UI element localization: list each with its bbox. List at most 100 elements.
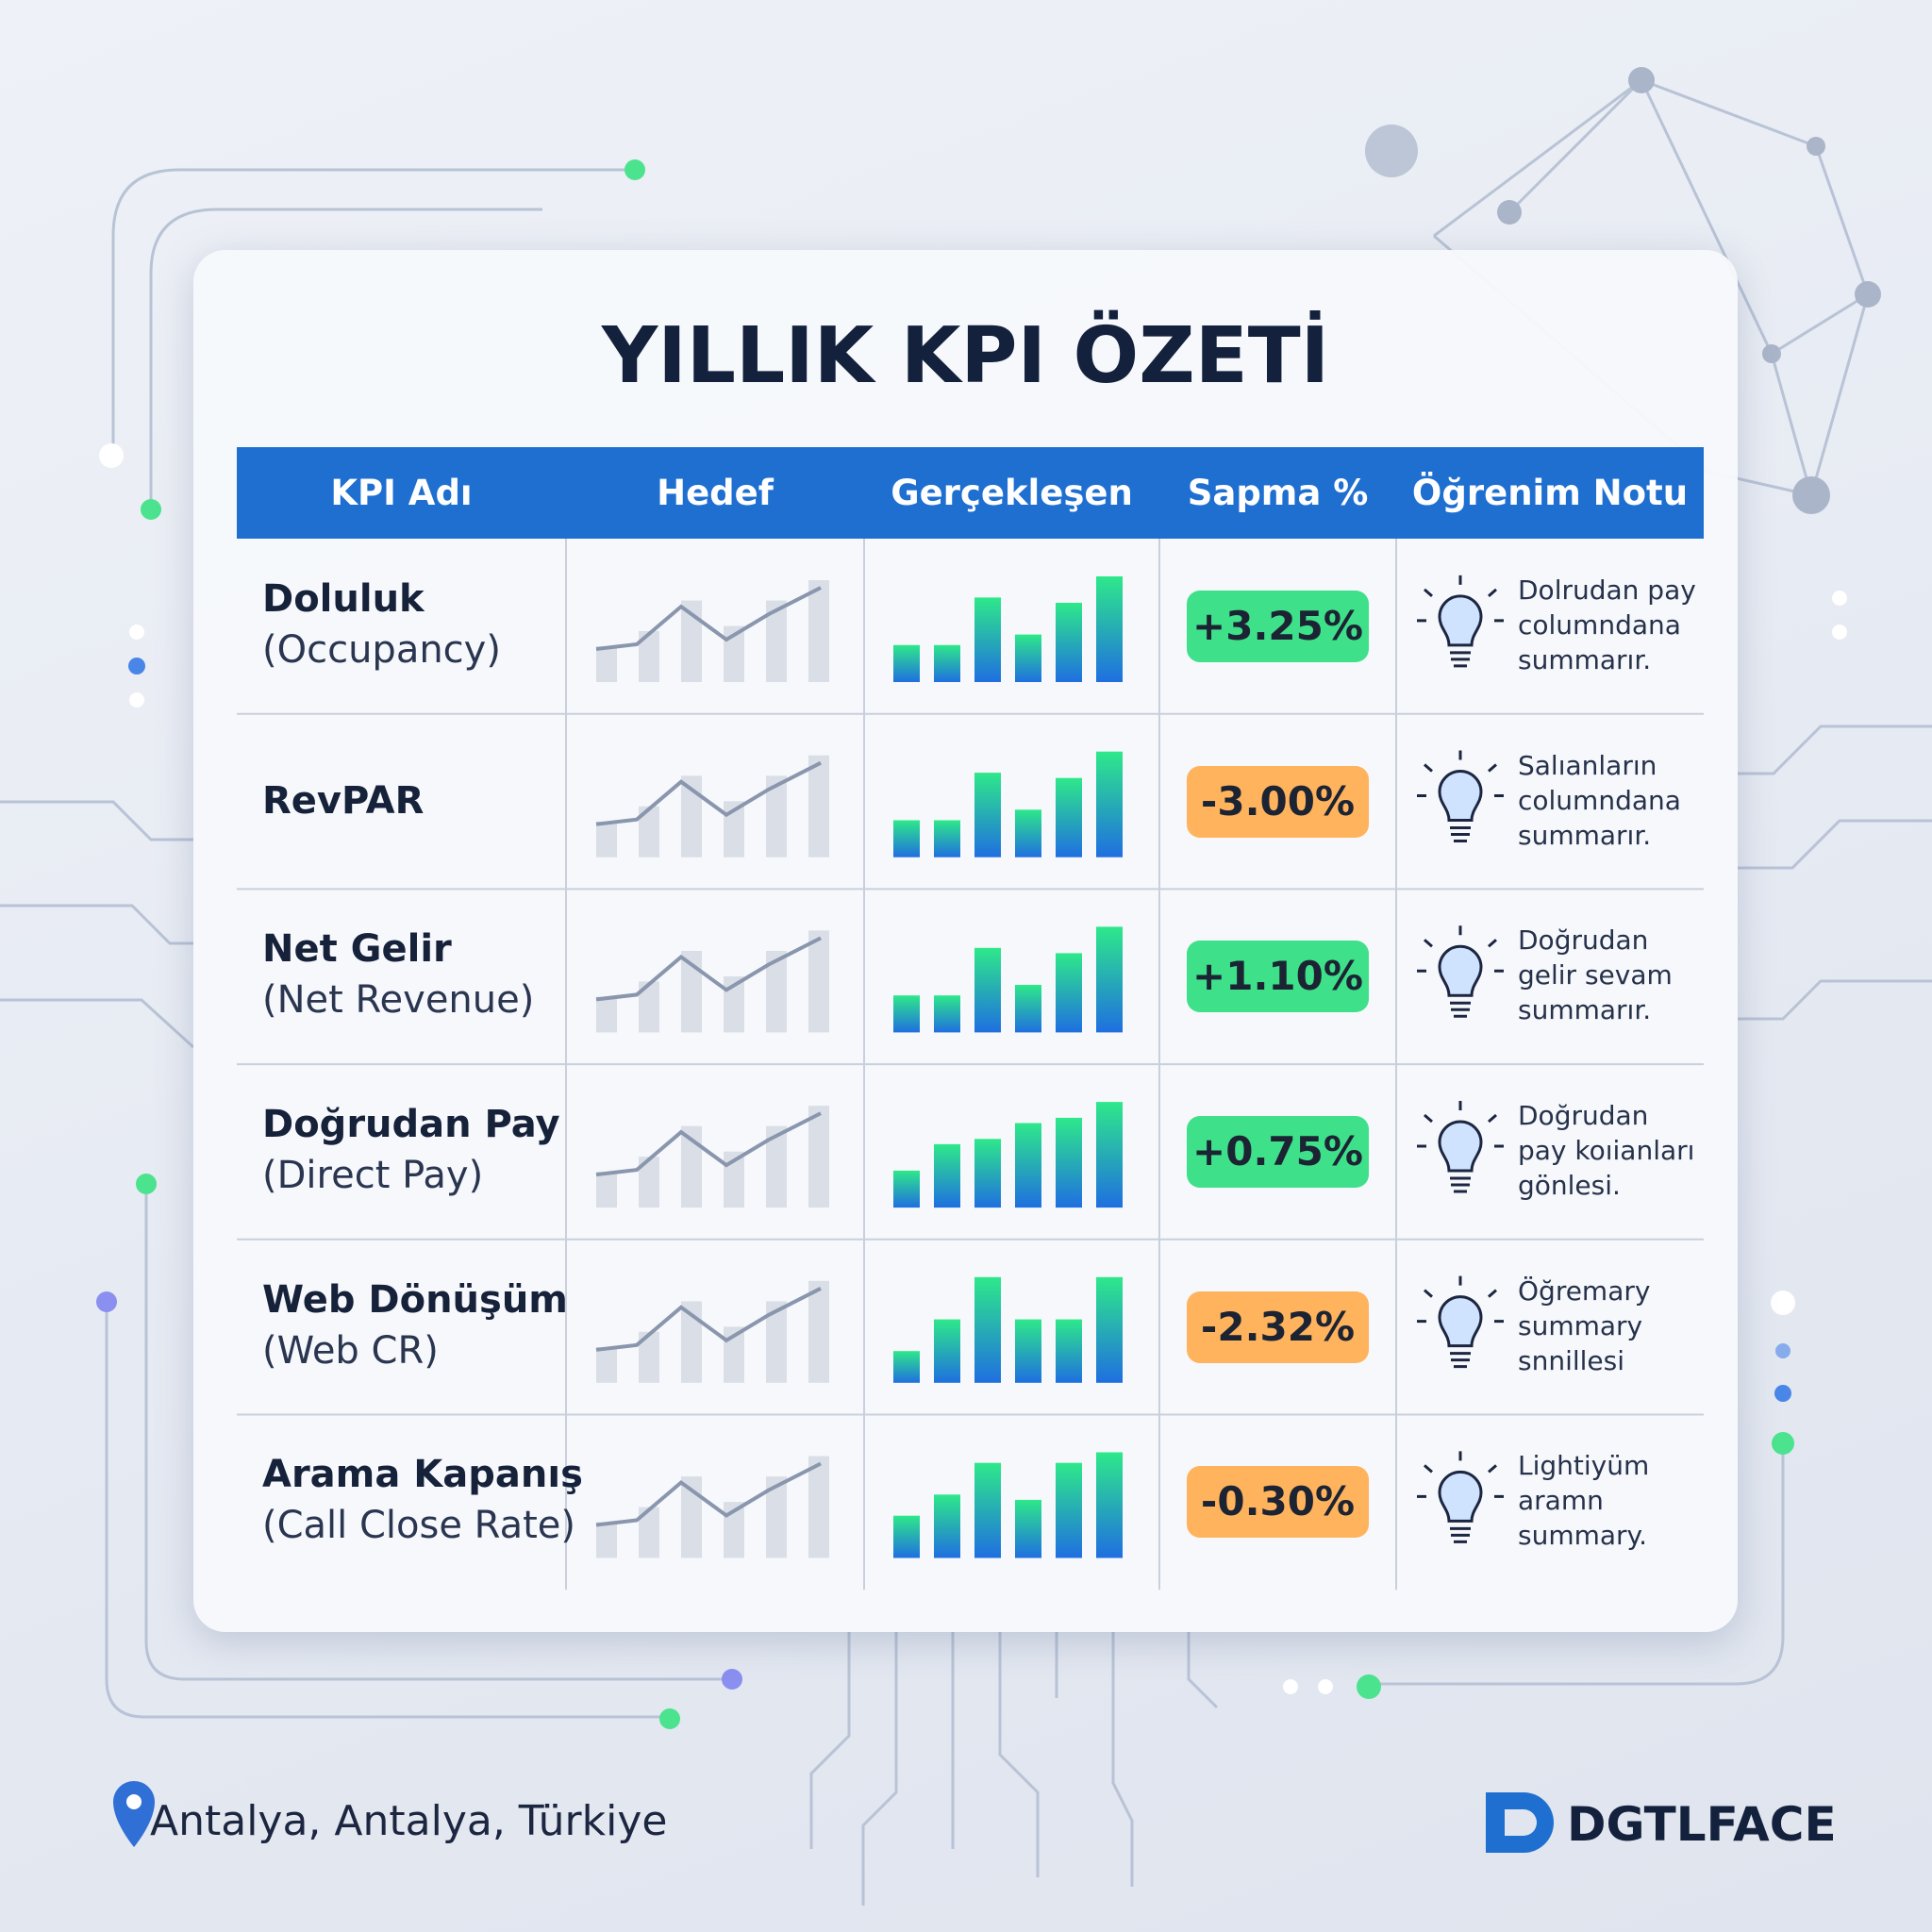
note-line: Doğrudan [1518,1099,1649,1131]
kpi-name: Web Dönüşüm [262,1277,568,1322]
target-line [595,1461,822,1527]
title: YILLIK KPI ÖZETİ [601,311,1330,401]
target-bar [766,775,787,858]
actual-bar [974,1139,1001,1208]
note-line: aramn [1518,1485,1604,1517]
bulb-base [1450,651,1471,668]
actual-bar [1056,603,1082,682]
bulb-icon [1438,594,1483,647]
target-bar [681,775,702,858]
deviation-tag: +3.25% [1187,590,1369,662]
actual-bar [934,1494,960,1558]
note-line: gönlesi. [1518,1169,1621,1201]
actual-bar [893,1515,920,1558]
kpi-subname: (Call Close Rate) [262,1504,575,1548]
note-line: columndana [1518,608,1681,641]
target-line [595,1287,822,1352]
target-bar [639,631,659,682]
actual-bar [1056,1319,1082,1383]
deviation-tag: -2.32% [1187,1291,1369,1363]
brand-logo [1486,1792,1554,1853]
actual-bar [1096,751,1123,858]
target-bar [766,1476,787,1558]
actual-bar [1015,1123,1041,1208]
note-line: pay koıianları [1518,1134,1695,1166]
target-bar [808,1280,829,1383]
actual-bar [1015,985,1041,1033]
kpi-name: Doluluk [262,576,425,621]
actual-bar [1015,634,1041,682]
location-pin [113,1781,155,1847]
actual-bar [1096,1276,1123,1383]
target-bar [639,1507,659,1558]
note-line: gelir sevam [1518,959,1673,991]
target-bar [766,1301,787,1383]
target-bar [596,996,617,1033]
deviation-tag: +1.10% [1187,941,1369,1013]
kpi-name: Arama Kapanış [262,1453,583,1497]
bulb-base [1450,1526,1471,1543]
actual-bar [974,1462,1001,1558]
actual-bar [1056,1117,1082,1208]
target-bar [681,951,702,1033]
target-bar [808,1106,829,1208]
bulb-icon [1438,1120,1483,1173]
note-line: Öğremary [1518,1274,1651,1307]
deviation-tag: +0.75% [1187,1115,1369,1188]
note-line: columndana [1518,784,1681,816]
target-bar [639,1331,659,1383]
actual-bar [1096,1452,1123,1558]
actual-bar [934,995,960,1033]
target-bar [681,1125,702,1208]
actual-bar [893,1351,920,1383]
actual-bar [934,820,960,858]
column-header: Hedef [566,447,864,539]
location: Antalya, Antalya, Türkiye [150,1797,668,1845]
actual-bar [1015,1499,1041,1558]
target-bar [808,755,829,858]
target-bar [639,806,659,858]
target-bar [596,821,617,858]
actual-bar [974,947,1001,1033]
brand: DGTLFACE [1567,1797,1837,1852]
note-line: Salıanların [1518,749,1657,781]
actual-bar [974,597,1001,682]
actual-bar [1096,926,1123,1033]
target-bar [808,580,829,682]
target-bar [596,646,617,682]
bulb-icon [1438,944,1483,997]
bulb-rays [1417,925,1504,973]
bulb-base [1450,826,1471,843]
bulb-rays [1417,1100,1504,1148]
note-line: summary [1518,1309,1643,1341]
bulb-rays [1417,1451,1504,1498]
actual-bar [893,644,920,682]
target-bar [681,1301,702,1383]
note-line: summarır. [1518,994,1652,1026]
deviation-tag: -0.30% [1187,1466,1369,1539]
target-bar [596,1172,617,1208]
bulb-rays [1417,575,1504,623]
target-bar [639,981,659,1033]
actual-bar [893,1170,920,1208]
bulb-icon [1438,770,1483,823]
actual-bar [1096,1102,1123,1208]
actual-bar [893,820,920,858]
target-bar [808,1456,829,1558]
actual-bar [1096,576,1123,682]
target-bar [808,930,829,1033]
kpi-name: Doğrudan Pay [262,1102,560,1146]
note-line: snnillesi [1518,1344,1625,1376]
actual-bar [1015,1319,1041,1383]
target-line [595,1111,822,1177]
target-line [595,760,822,826]
target-line [595,936,822,1002]
actual-bar [1056,953,1082,1033]
actual-bar [1056,777,1082,858]
kpi-name: Net Gelir [262,927,452,972]
deviation-tag: -3.00% [1187,765,1369,838]
bulb-base [1450,1176,1471,1193]
